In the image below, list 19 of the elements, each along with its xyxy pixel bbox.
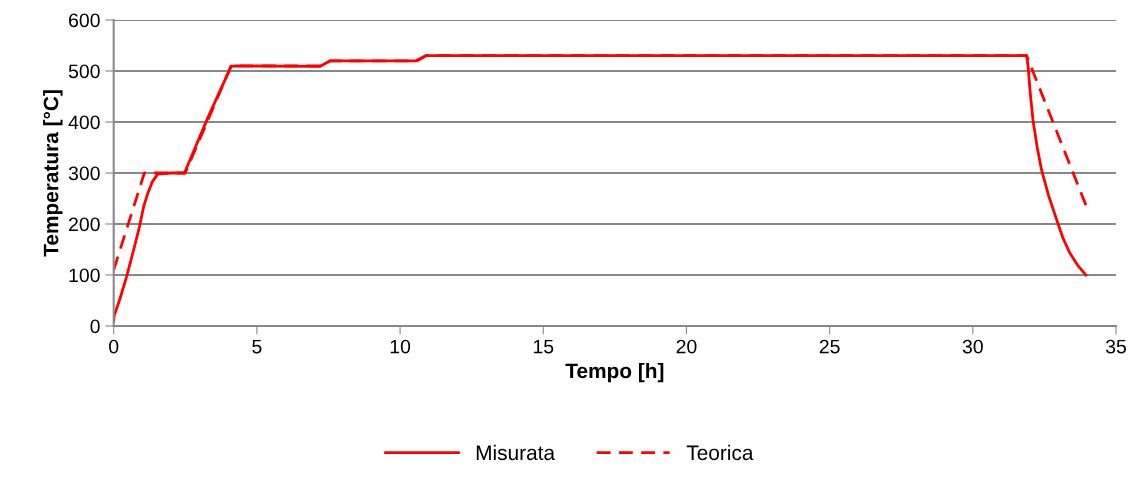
x-tick-label: 30: [962, 339, 983, 354]
x-tick-label: 20: [676, 339, 697, 354]
y-tick-label: 600: [69, 13, 100, 28]
x-tick-label: 0: [109, 339, 119, 354]
y-tick-label: 200: [69, 217, 100, 232]
x-tick-label: 10: [390, 339, 411, 354]
y-tick-label: 100: [69, 268, 100, 283]
y-axis-title: Temperatura [°C]: [43, 90, 63, 257]
x-tick-label: 25: [819, 339, 840, 354]
y-tick-label: 400: [68, 115, 100, 130]
x-tick-label: 35: [1105, 339, 1126, 354]
legend-label: Teorica: [686, 444, 754, 461]
y-tick-label: 0: [90, 319, 100, 334]
y-tick-label: 500: [68, 64, 100, 79]
x-axis-title: Tempo [h]: [565, 362, 664, 383]
legend-label: Misurata: [476, 444, 556, 461]
x-tick-label: 5: [252, 339, 262, 354]
x-tick-label: 15: [533, 339, 554, 354]
y-tick-label: 300: [68, 166, 100, 181]
